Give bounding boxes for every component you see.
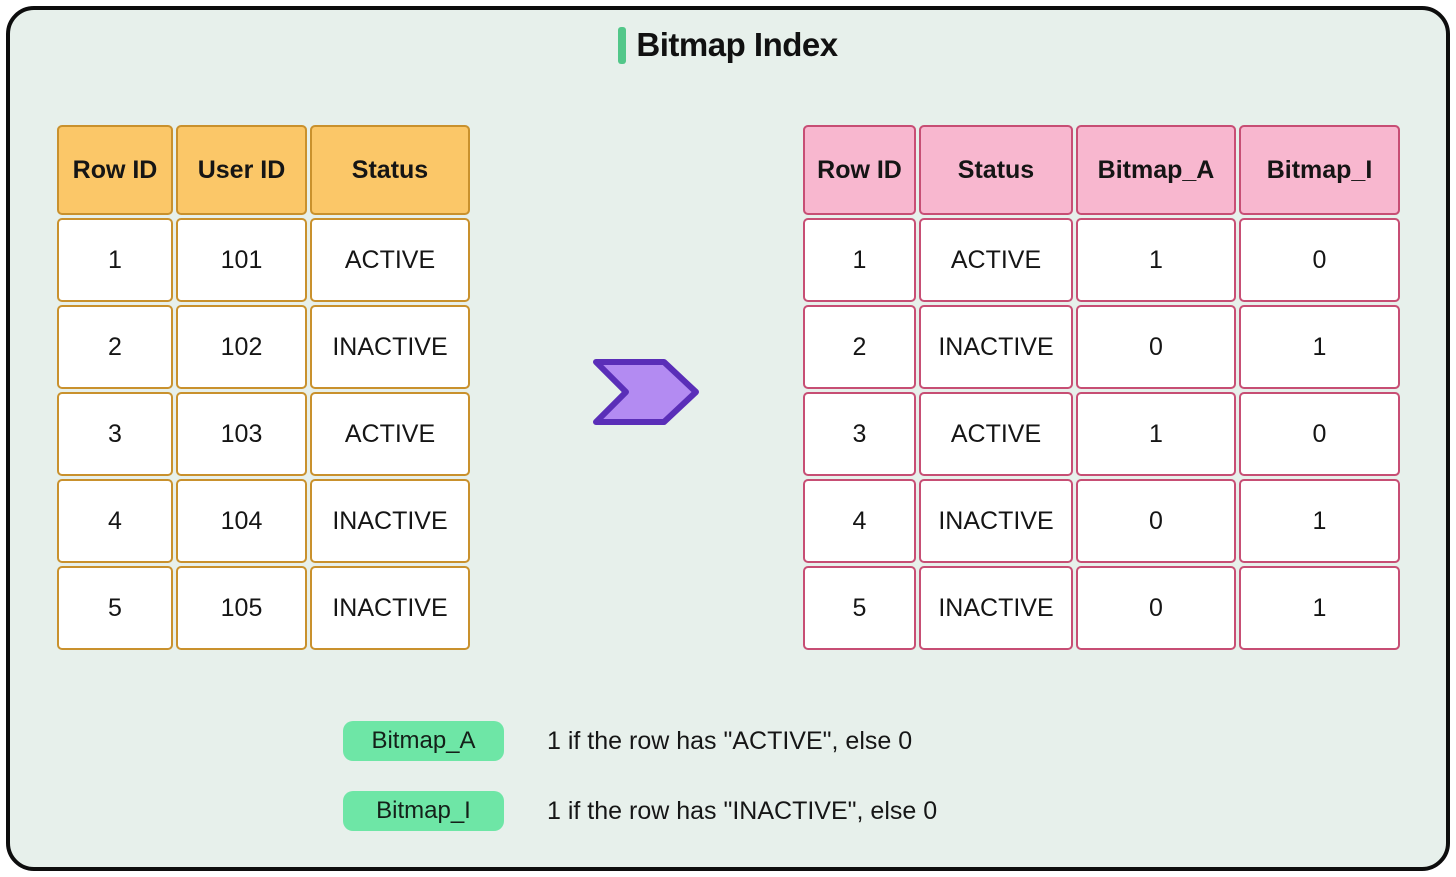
table-cell: 0 (1076, 305, 1236, 389)
table-cell: 105 (176, 566, 307, 650)
table-cell: INACTIVE (919, 479, 1073, 563)
table-cell: 3 (803, 392, 916, 476)
table-cell: 0 (1076, 479, 1236, 563)
transform-arrow-icon (593, 359, 699, 425)
table-cell: INACTIVE (310, 305, 470, 389)
page-title: Bitmap Index (636, 26, 838, 63)
table-cell: 5 (57, 566, 173, 650)
table-cell: 0 (1239, 218, 1400, 302)
table-cell: 1 (1239, 305, 1400, 389)
table-cell: 5 (803, 566, 916, 650)
table-cell: INACTIVE (310, 566, 470, 650)
bitmap-index-table: Row ID Status Bitmap_A Bitmap_I 1 ACTIVE… (803, 125, 1400, 650)
bitmap-a-description: 1 if the row has "ACTIVE", else 0 (547, 726, 913, 755)
bitmap-column-header-row-id: Row ID (803, 125, 916, 215)
bitmap-column-header-status: Status (919, 125, 1073, 215)
table-cell: ACTIVE (310, 218, 470, 302)
table-cell: 0 (1076, 566, 1236, 650)
table-cell: 1 (1076, 392, 1236, 476)
source-column-header-user-id: User ID (176, 125, 307, 215)
table-cell: 0 (1239, 392, 1400, 476)
title-accent-bar (618, 26, 627, 64)
source-column-header-status: Status (310, 125, 470, 215)
title-row: Bitmap Index (10, 26, 1446, 64)
table-cell: 1 (1239, 566, 1400, 650)
table-cell: 2 (57, 305, 173, 389)
bitmap-a-badge: Bitmap_A (343, 721, 504, 761)
bitmap-column-header-bitmap-i: Bitmap_I (1239, 125, 1400, 215)
table-cell: ACTIVE (310, 392, 470, 476)
table-cell: 4 (57, 479, 173, 563)
table-cell: 4 (803, 479, 916, 563)
source-column-header-row-id: Row ID (57, 125, 173, 215)
table-cell: 1 (1076, 218, 1236, 302)
table-cell: 104 (176, 479, 307, 563)
bitmap-column-header-bitmap-a: Bitmap_A (1076, 125, 1236, 215)
table-cell: 101 (176, 218, 307, 302)
table-cell: 3 (57, 392, 173, 476)
table-cell: 1 (57, 218, 173, 302)
table-cell: ACTIVE (919, 392, 1073, 476)
bitmap-i-description: 1 if the row has "INACTIVE", else 0 (547, 796, 938, 825)
legend-item-bitmap-i: Bitmap_I 1 if the row has "INACTIVE", el… (343, 791, 937, 831)
table-cell: 1 (803, 218, 916, 302)
source-table: Row ID User ID Status 1 101 ACTIVE 2 102… (57, 125, 470, 650)
table-cell: 103 (176, 392, 307, 476)
table-cell: INACTIVE (919, 566, 1073, 650)
table-cell: 102 (176, 305, 307, 389)
table-cell: INACTIVE (310, 479, 470, 563)
table-cell: ACTIVE (919, 218, 1073, 302)
table-cell: 1 (1239, 479, 1400, 563)
table-cell: INACTIVE (919, 305, 1073, 389)
bitmap-i-badge: Bitmap_I (343, 791, 504, 831)
table-cell: 2 (803, 305, 916, 389)
legend-item-bitmap-a: Bitmap_A 1 if the row has "ACTIVE", else… (343, 721, 912, 761)
diagram-frame: Bitmap Index Row ID User ID Status 1 101… (6, 6, 1450, 871)
